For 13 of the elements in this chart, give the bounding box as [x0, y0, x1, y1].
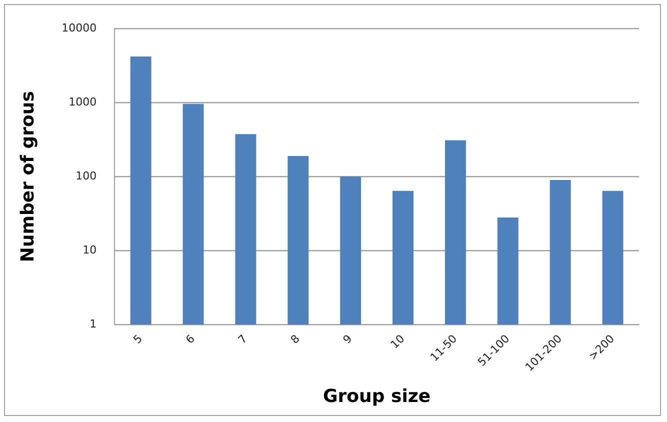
- y-tick-label: 1000: [68, 95, 97, 108]
- x-axis-title: Group size: [323, 386, 431, 407]
- x-tick-label: 6: [183, 332, 198, 346]
- y-tick-label: 100: [76, 169, 97, 182]
- x-tick-label: 8: [288, 332, 302, 346]
- x-tick-label: 10: [388, 332, 408, 352]
- y-tick-label: 10: [82, 243, 97, 256]
- y-tick-label: 10000: [62, 21, 97, 34]
- x-tick-label: 5: [130, 332, 145, 346]
- y-tick-label: 1: [90, 317, 97, 330]
- x-tick-label: 9: [340, 332, 355, 346]
- x-tick-label: 7: [236, 332, 250, 346]
- y-axis-title: Number of grous: [17, 91, 38, 262]
